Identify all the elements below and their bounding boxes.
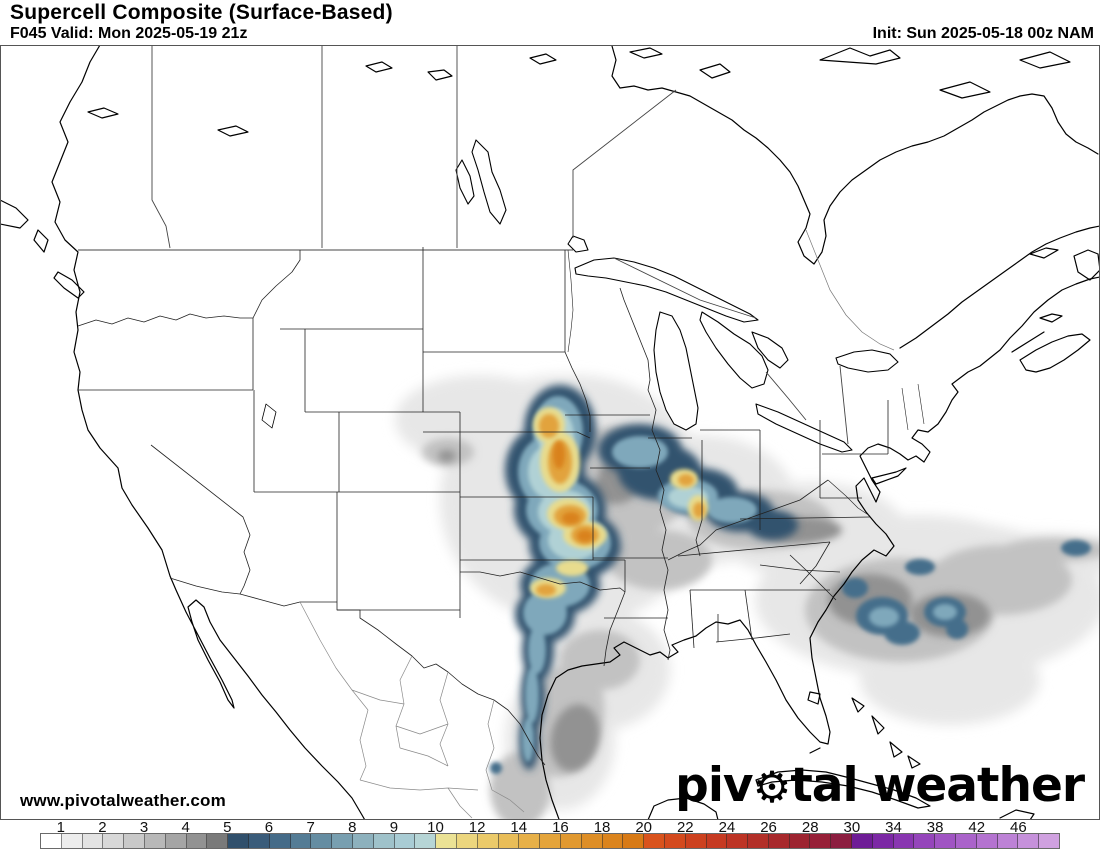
- colorbar-segment: [228, 834, 249, 848]
- model-init-label: Init: Sun 2025-05-18 00z NAM: [872, 25, 1094, 42]
- canada-borders: [78, 46, 895, 445]
- colorbar-segment: [165, 834, 187, 848]
- colorbar-tick-label: 18: [593, 819, 611, 836]
- coastlines: [1, 45, 1099, 820]
- colorbar-segment: [768, 834, 790, 848]
- map-title: Supercell Composite (Surface-Based): [10, 1, 393, 24]
- colorbar-tick-label: 10: [427, 819, 444, 836]
- forecast-valid-label: F045 Valid: Mon 2025-05-19 21z: [10, 25, 248, 42]
- colorbar-segment: [248, 834, 270, 848]
- colorbar-segment: [186, 834, 208, 848]
- colorbar-segment: [1018, 834, 1040, 848]
- colorbar-tick-label: 7: [306, 819, 315, 836]
- colorbar-tick-label: 2: [98, 819, 107, 836]
- colorbar-segment: [623, 834, 645, 848]
- colorbar-segment: [831, 834, 853, 848]
- colorbar-tick-labels: 1 2 3 4 5 6 7 8 9 10 12 14 16 18 20 22 24 26 28 30 34 38 42 46: [40, 819, 1060, 836]
- colorbar-segment: [644, 834, 665, 848]
- colorbar-segment: [893, 834, 915, 848]
- colorbar-segment: [685, 834, 707, 848]
- logo-text-right: tal weather: [790, 758, 1085, 813]
- watermark-url: www.pivotalweather.com: [20, 791, 226, 810]
- colorbar-segment: [332, 834, 353, 848]
- colorbar-segment: [956, 834, 977, 848]
- gear-icon: ⚙: [752, 763, 792, 813]
- colorbar-segment: [498, 834, 520, 848]
- colorbar-tick-label: 38: [926, 819, 944, 836]
- colorbar-segment: [706, 834, 728, 848]
- us-state-borders: [77, 247, 925, 766]
- colorbar-tick-label: 4: [181, 819, 190, 836]
- colorbar-segment: [82, 834, 104, 848]
- colorbar-segment: [581, 834, 603, 848]
- colorbar-tick-label: 22: [676, 819, 694, 836]
- colorbar-tick-label: 42: [968, 819, 986, 836]
- colorbar-segment: [477, 834, 499, 848]
- colorbar-tick-label: 34: [885, 819, 902, 836]
- colorbar-segment: [852, 834, 873, 848]
- colorbar-tick-label: 12: [468, 819, 486, 836]
- colorbar-segment: [436, 834, 457, 848]
- colorbar-segment: [373, 834, 395, 848]
- colorbar-segment: [872, 834, 894, 848]
- colorbar-tick-label: 1: [56, 819, 65, 836]
- colorbar-segment: [394, 834, 416, 848]
- mexico-state-borders: [299, 601, 525, 819]
- colorbar-tick-label: 28: [801, 819, 819, 836]
- colorbar-segment: [997, 834, 1019, 848]
- colorbar-segment: [311, 834, 333, 848]
- colorbar-tick-label: 46: [1010, 819, 1027, 836]
- colorbar-segment: [664, 834, 686, 848]
- colorbar-tick-label: 8: [348, 819, 357, 836]
- colorbar-segment: [935, 834, 957, 848]
- colorbar-segment: [810, 834, 832, 848]
- colorbar-tick-label: 3: [139, 819, 149, 836]
- colorbar-tick-label: 24: [718, 819, 736, 836]
- colorbar-segment: [727, 834, 749, 848]
- colorbar-segment: [540, 834, 561, 848]
- colorbar-tick-label: 9: [389, 819, 399, 836]
- colorbar-segment: [789, 834, 811, 848]
- colorbar-segment: [519, 834, 541, 848]
- colorbar-tick-label: 5: [223, 819, 232, 836]
- colorbar-segment: [602, 834, 624, 848]
- colorbar-segment: [976, 834, 998, 848]
- colorbar-segment: [207, 834, 229, 848]
- colorbar-tick-label: 26: [760, 819, 777, 836]
- colorbar-tick-label: 30: [843, 819, 861, 836]
- colorbar-segment: [290, 834, 312, 848]
- colorbar-tick-label: 16: [552, 819, 569, 836]
- colorbar-segment: [748, 834, 769, 848]
- colorbar: 1 2 3 4 5 6 7 8 9 10 12 14 16 18 20 22 24 26 28 30 34 38 42 46: [40, 819, 1060, 850]
- colorbar-gradient: [40, 833, 1060, 849]
- colorbar-segment: [61, 834, 83, 848]
- colorbar-segment: [41, 834, 62, 848]
- colorbar-segment: [124, 834, 145, 848]
- colorbar-segment: [269, 834, 291, 848]
- shading-deep-orange: [553, 441, 593, 542]
- colorbar-tick-label: 20: [635, 819, 653, 836]
- colorbar-segment: [352, 834, 374, 848]
- colorbar-tick-label: 6: [264, 819, 274, 836]
- great-lakes: [261, 139, 899, 453]
- colorbar-segment: [914, 834, 936, 848]
- colorbar-segment: [415, 834, 437, 848]
- colorbar-segment: [144, 834, 166, 848]
- logo-text-left: piv: [675, 758, 753, 813]
- colorbar-segment: [103, 834, 125, 848]
- colorbar-tick-label: 14: [510, 819, 528, 836]
- colorbar-segment: [456, 834, 478, 848]
- pivotal-weather-logo: piv⚙tal weather: [675, 762, 1085, 810]
- colorbar-segment: [1039, 834, 1060, 848]
- colorbar-segment: [560, 834, 582, 848]
